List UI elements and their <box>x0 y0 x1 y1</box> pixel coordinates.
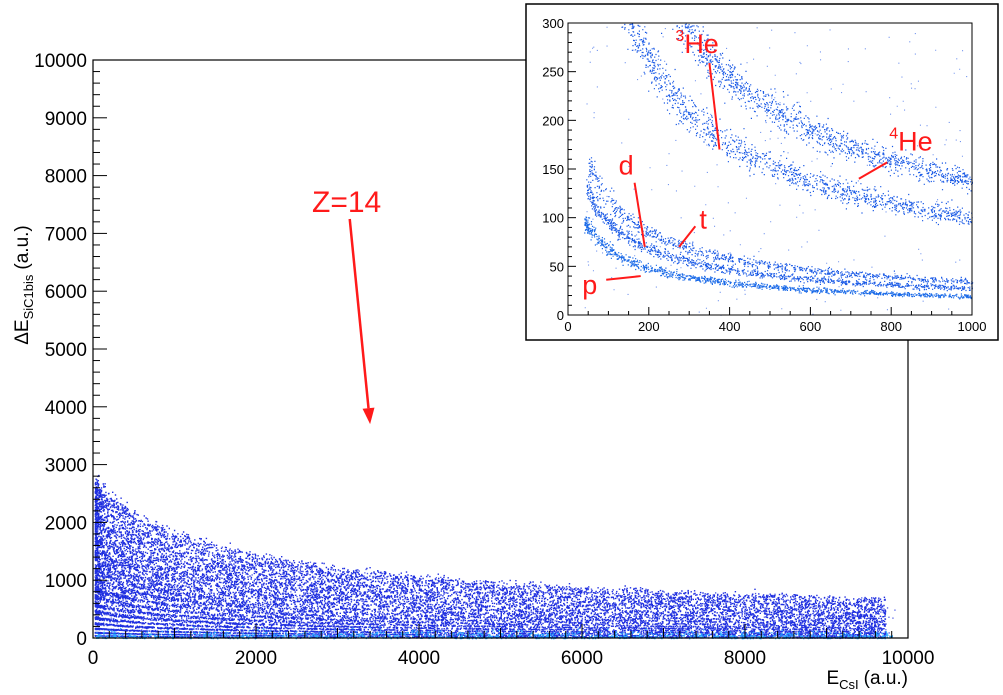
y-tick-label: 10000 <box>34 51 87 72</box>
inset-curve-1 <box>586 179 973 292</box>
band-z-17 <box>94 491 885 608</box>
inset-curve-4 <box>661 23 973 195</box>
y-tick-label: 4000 <box>45 398 87 419</box>
inset-y-tick-label: 300 <box>542 16 564 31</box>
y-tick-label: 8000 <box>45 167 87 188</box>
x-tick-label: 2000 <box>235 648 277 669</box>
y-axis-title-sub: SiC1bis <box>21 274 36 319</box>
x-tick-label: 6000 <box>561 648 603 669</box>
main-plot: 0 2000 4000 6000 8000 10000 01000200030004000… <box>12 51 934 692</box>
inset-x-tick-label: 200 <box>638 319 660 334</box>
x-axis-title-main: E <box>826 668 839 689</box>
inset-x-tick-label: 800 <box>880 319 902 334</box>
band-z-16 <box>94 502 883 610</box>
y-tick-label: 2000 <box>45 513 87 534</box>
z14-label: Z=14 <box>312 186 381 219</box>
band-z-5 <box>94 615 887 635</box>
inset-scatter-points <box>584 23 974 316</box>
inset-y-tick-label: 250 <box>542 65 564 80</box>
bottom-dense-band <box>96 625 893 640</box>
x-axis-title-units: (a.u.) <box>864 668 908 689</box>
main-y-ticks: 0 1000 2000 3000 4000 5000 6000 7000 8000 9000 100… <box>34 51 107 650</box>
inset-y-tick-label: 200 <box>542 113 564 128</box>
y-tick-label: 9000 <box>45 109 87 130</box>
inset-plot: 0 200 400 600 800 1000 0 50 100 150 200 250 300 p d t… <box>525 3 999 341</box>
inset-y-ticks: 0 50 100 150 200 250 300 <box>542 16 576 323</box>
inset-y-tick-label: 150 <box>542 162 564 177</box>
y-tick-label: 5000 <box>45 340 87 361</box>
inset-label-line <box>858 161 888 180</box>
y-tick-label: 3000 <box>45 456 87 477</box>
inset-y-tick-label: 0 <box>557 308 564 323</box>
y-tick-label: 7000 <box>45 224 87 245</box>
inset-label-line <box>606 275 641 281</box>
main-x-ticks: 0 2000 4000 6000 8000 10000 <box>88 624 935 669</box>
x-axis-title-sub: CsI <box>839 677 859 692</box>
x-tick-label: 8000 <box>724 648 766 669</box>
inset-label-He3: 3He <box>675 28 718 59</box>
inset-label-mass: 3 <box>675 28 684 45</box>
inset-x-tick-label: 600 <box>800 319 822 334</box>
y-axis-title: ΔESiC1bis (a.u.) <box>12 225 36 345</box>
main-scatter-points <box>94 474 896 640</box>
inset-label-He4: 4He <box>889 125 932 156</box>
x-axis-title: ECsI (a.u.) <box>826 668 908 692</box>
inset-label-d: d <box>619 151 634 181</box>
inset-label-line <box>633 182 646 248</box>
x-tick-label: 0 <box>88 648 99 669</box>
y-tick-label: 6000 <box>45 282 87 303</box>
z14-arrowhead <box>362 407 375 425</box>
inset-label-p: p <box>582 270 597 300</box>
inset-x-ticks: 0 200 400 600 800 1000 <box>564 307 986 334</box>
inset-label-name: He <box>898 126 933 156</box>
inset-label-line <box>678 225 697 248</box>
z14-arrow <box>348 218 370 409</box>
inset-label-line <box>708 62 721 150</box>
inset-label-t: t <box>699 204 707 234</box>
x-tick-label: 10000 <box>882 648 935 669</box>
z14-annotation: Z=14 <box>312 186 381 425</box>
inset-curve-3 <box>621 23 973 226</box>
inset-y-tick-label: 100 <box>542 211 564 226</box>
inset-label-mass: 4 <box>889 125 898 142</box>
inset-y-tick-label: 50 <box>550 259 564 274</box>
y-tick-label: 1000 <box>45 571 87 592</box>
y-axis-title-main: ΔE <box>12 319 33 344</box>
x-tick-label: 4000 <box>398 648 440 669</box>
y-tick-label: 0 <box>76 629 87 650</box>
inset-x-tick-label: 400 <box>719 319 741 334</box>
inset-x-tick-label: 0 <box>564 319 571 334</box>
inset-label-name: He <box>684 29 719 59</box>
y-axis-title-units: (a.u.) <box>12 225 33 269</box>
inset-x-tick-label: 1000 <box>958 319 987 334</box>
